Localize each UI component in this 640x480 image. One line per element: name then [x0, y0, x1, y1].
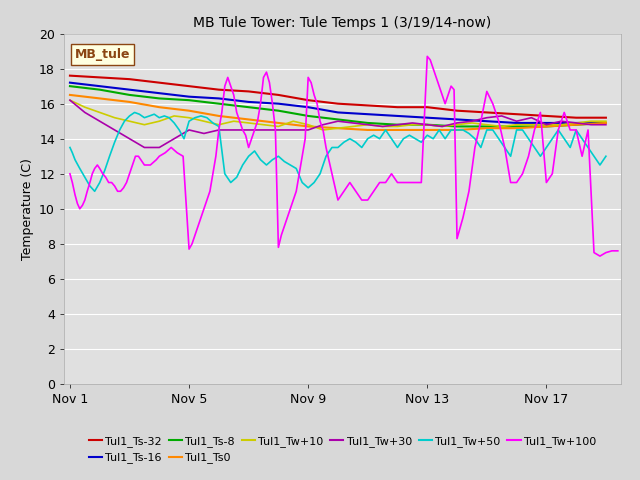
Y-axis label: Temperature (C): Temperature (C)	[20, 158, 33, 260]
Title: MB Tule Tower: Tule Temps 1 (3/19/14-now): MB Tule Tower: Tule Temps 1 (3/19/14-now…	[193, 16, 492, 30]
Legend: Tul1_Ts-32, Tul1_Ts-16, Tul1_Ts-8, Tul1_Ts0, Tul1_Tw+10, Tul1_Tw+30, Tul1_Tw+50,: Tul1_Ts-32, Tul1_Ts-16, Tul1_Ts-8, Tul1_…	[84, 432, 600, 468]
Text: MB_tule: MB_tule	[75, 48, 131, 61]
